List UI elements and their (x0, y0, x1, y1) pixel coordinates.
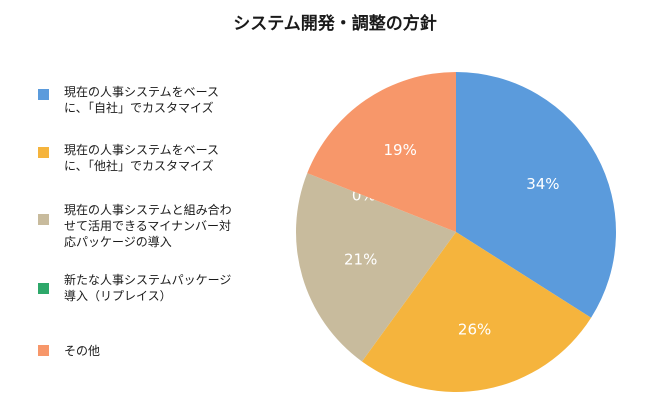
pie-label-other: 19% (384, 141, 417, 159)
legend-swatch-own-customize (38, 89, 49, 100)
legend-label-replace: 新たな人事システムパッケージ 導入（リプレイス） (64, 273, 232, 303)
pie-slice-own-customize (456, 72, 617, 318)
legend-swatch-other-company-customize (38, 147, 49, 158)
chart-title: システム開発・調整の方針 (233, 14, 437, 34)
legend-label-other-company-customize: 現在の人事システムをベース に､「他社」でカスタマイズ (64, 143, 220, 173)
pie-slice-other (307, 72, 456, 232)
legend-swatch-mynumber-package (38, 214, 49, 225)
pie-label-own-customize: 34% (526, 175, 559, 193)
legend-label-own-customize: 現在の人事システムをベース に､「自社」でカスタマイズ (64, 85, 220, 115)
legend-swatch-replace (38, 283, 49, 294)
legend-label-mynumber-package: 現在の人事システムと組み合わ せて活用できるマイナンバー対 応パッケージの導入 (64, 203, 232, 249)
pie-slice-other-company-customize (361, 232, 592, 393)
pie-label-other-company-customize: 26% (458, 320, 491, 338)
pie-label-mynumber-package: 21% (344, 251, 377, 269)
pie-slice-mynumber-package (296, 173, 456, 362)
legend-label-other: その他 (64, 344, 101, 358)
legend-swatch-other (38, 345, 49, 356)
